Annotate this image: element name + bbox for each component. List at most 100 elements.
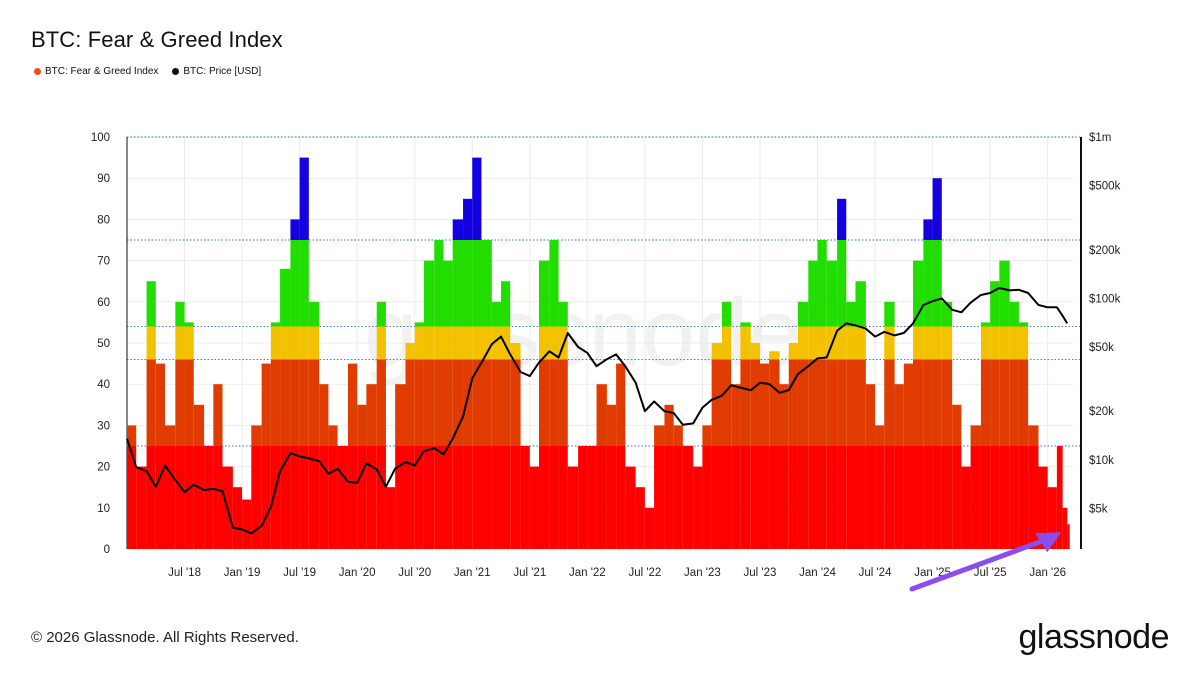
fear-greed-bar-segment — [990, 326, 1000, 360]
x-tick-label: Jul '25 — [974, 567, 1007, 579]
fear-greed-bar-segment — [328, 446, 338, 549]
fear-greed-bar-segment — [164, 425, 176, 446]
fear-greed-bar — [808, 260, 818, 549]
legend-dot-fear-greed — [34, 68, 41, 75]
fear-greed-bar — [395, 384, 406, 549]
fear-greed-bar-segment — [423, 446, 435, 549]
x-tick-label: Jul '19 — [283, 567, 316, 579]
fear-greed-bar-segment — [549, 240, 559, 327]
fear-greed-bar-segment — [837, 446, 847, 549]
fear-greed-bar-segment — [1018, 359, 1029, 446]
fear-greed-bar-segment — [1062, 507, 1068, 549]
fear-greed-bar-segment — [376, 301, 386, 327]
fear-greed-bar — [952, 404, 962, 549]
annotation-arrow-shaft — [909, 536, 1050, 592]
fear-greed-bar-segment — [127, 446, 137, 549]
fear-greed-bar-segment — [846, 301, 856, 327]
fear-greed-bar-segment — [875, 446, 885, 549]
fear-greed-bar — [463, 198, 473, 549]
fear-greed-bar-segment — [452, 240, 464, 327]
fear-greed-bar-segment — [357, 446, 367, 549]
fear-greed-bar — [625, 466, 636, 549]
fear-greed-bar-segment — [155, 363, 165, 446]
fear-greed-bar-segment — [463, 240, 473, 327]
fear-greed-bar-segment — [251, 446, 262, 549]
fear-greed-bar-segment — [999, 326, 1010, 360]
fear-greed-bar-segment — [941, 446, 953, 549]
fear-greed-bar-segment — [711, 343, 722, 360]
fear-greed-bar-segment — [251, 425, 262, 446]
fear-greed-bar-segment — [452, 359, 464, 446]
fear-greed-bar-segment — [290, 240, 300, 327]
fear-greed-bar-segment — [175, 301, 185, 327]
legend-item-price[interactable]: BTC: Price [USD] — [172, 66, 261, 77]
fear-greed-bar-segment — [894, 384, 904, 446]
fear-greed-bar — [164, 425, 176, 549]
fear-greed-bar-segment — [625, 466, 636, 549]
fear-greed-bar-segment — [721, 326, 732, 360]
fear-greed-bar-segment — [788, 359, 798, 446]
legend-item-fear-greed[interactable]: BTC: Fear & Greed Index — [34, 66, 158, 77]
glassnode-logo[interactable]: glassnode — [1018, 618, 1169, 656]
fear-greed-bar-segment — [270, 326, 281, 360]
x-tick-label: Jul '18 — [168, 567, 201, 579]
fear-greed-bar-segment — [491, 359, 502, 446]
fear-greed-bar-segment — [769, 351, 780, 360]
fear-greed-bar-segment — [693, 466, 703, 549]
fear-greed-bar — [357, 404, 367, 549]
fear-greed-bar-segment — [549, 446, 559, 549]
fear-greed-bar — [664, 404, 674, 549]
fear-greed-bar-segment — [463, 198, 473, 240]
fear-greed-bar-segment — [463, 446, 473, 549]
fear-greed-series — [127, 157, 1070, 549]
fear-greed-bar — [673, 425, 683, 549]
fear-greed-bar-segment — [405, 359, 415, 446]
fear-greed-bar-segment — [606, 404, 617, 446]
fear-greed-bar-segment — [941, 359, 953, 446]
fear-greed-bar-segment — [366, 384, 377, 446]
fear-greed-bar-segment — [501, 359, 511, 446]
fear-greed-bar-segment — [711, 446, 722, 549]
x-tick-label: Jan '24 — [799, 567, 836, 579]
fear-greed-bar-segment — [232, 487, 243, 549]
fear-greed-bar-segment — [797, 446, 809, 549]
fear-greed-bar-segment — [797, 301, 809, 327]
fear-greed-bar — [472, 157, 482, 549]
right-tick-label: $100k — [1089, 293, 1121, 305]
fear-greed-bar — [299, 157, 309, 549]
fear-greed-bar — [452, 219, 464, 549]
fear-greed-bar-segment — [596, 446, 607, 549]
fear-greed-bar-segment — [481, 240, 492, 327]
fear-greed-bar — [308, 301, 320, 549]
fear-greed-bar-segment — [808, 446, 818, 549]
right-tick-label: $5k — [1089, 503, 1108, 515]
fear-greed-bar-segment — [472, 359, 482, 446]
fear-greed-bar-segment — [740, 322, 751, 327]
fear-greed-bar-segment — [837, 198, 847, 240]
fear-greed-bar-segment — [923, 446, 933, 549]
fear-greed-bar — [961, 466, 971, 549]
fear-greed-bar-segment — [970, 425, 981, 446]
fear-greed-bar-segment — [299, 157, 309, 240]
fear-greed-bar-segment — [616, 363, 626, 446]
fear-greed-bar-segment — [980, 322, 991, 327]
fear-greed-bar — [865, 384, 876, 549]
right-tick-label: $1m — [1089, 132, 1111, 144]
fear-greed-bar-segment — [463, 326, 473, 360]
x-axis: Jul '18 Jan '19 Jul '19 Jan '20 Jul '20 Jan '… — [168, 567, 1066, 579]
fear-greed-bar-segment — [644, 507, 655, 549]
fear-greed-bar-segment — [961, 466, 971, 549]
fear-greed-bar-segment — [616, 446, 626, 549]
fear-greed-bar — [385, 487, 396, 549]
left-tick-label: 70 — [97, 256, 110, 268]
fear-greed-bar-segment — [980, 446, 991, 549]
fear-greed-bar — [1009, 301, 1019, 549]
fear-greed-bar-segment — [1018, 322, 1029, 327]
fear-greed-bar-segment — [376, 446, 386, 549]
x-tick-label: Jul '21 — [513, 567, 546, 579]
fear-greed-bar-segment — [414, 446, 424, 549]
fear-greed-bar-segment — [923, 359, 933, 446]
fear-greed-bar-segment — [596, 384, 607, 446]
fear-greed-bar — [923, 219, 933, 549]
fear-greed-bar-segment — [779, 384, 789, 446]
